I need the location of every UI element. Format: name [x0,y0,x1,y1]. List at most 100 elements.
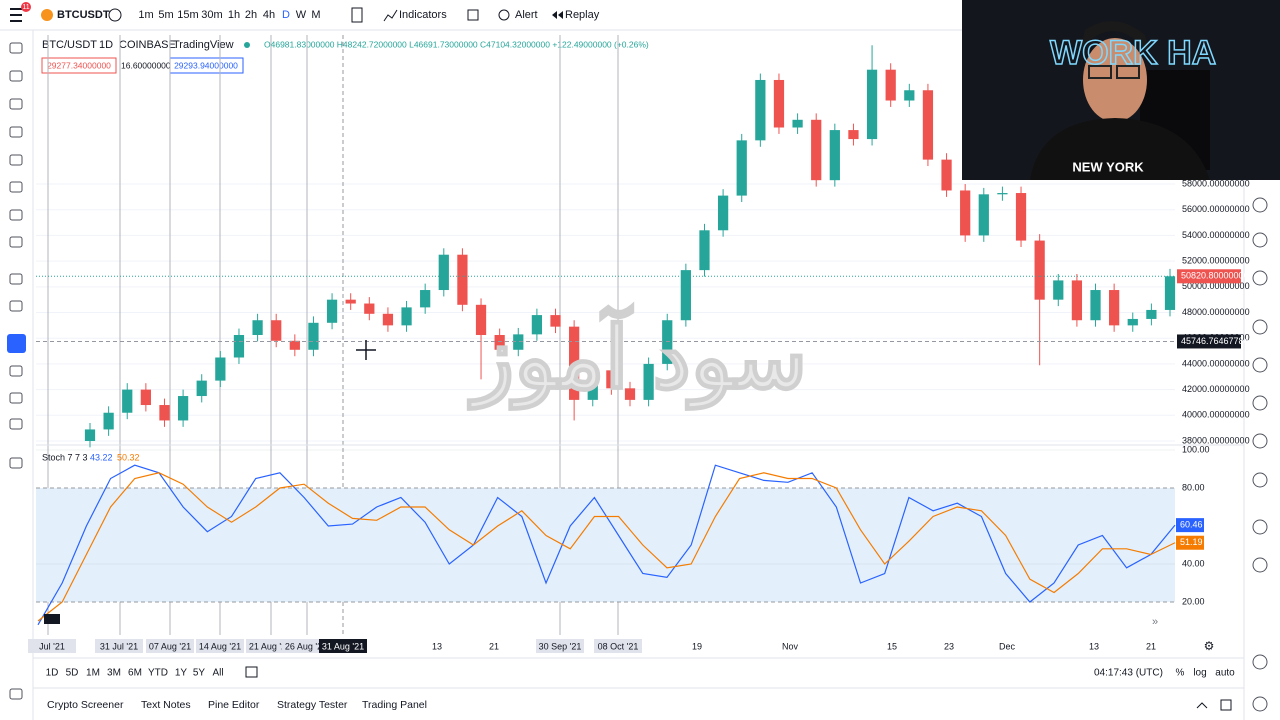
interval-button[interactable]: 30m [201,9,222,21]
range-button[interactable]: YTD [148,668,168,679]
candle-body [680,270,691,321]
drawing-tool[interactable] [9,42,23,54]
sidebar-button[interactable] [1252,395,1268,411]
candle-body [103,412,114,430]
candle-body [401,307,412,326]
range-button[interactable]: 6M [128,668,142,679]
time-label: 31 Aug '21 [322,641,364,651]
candle-body [885,69,896,101]
candle-body [550,315,561,327]
drawing-tool[interactable] [9,70,23,82]
candle-body [159,405,170,421]
sidebar-button[interactable] [1252,557,1268,573]
sidebar-button[interactable] [1252,319,1268,335]
settings-gear[interactable]: ⚙ [1204,639,1215,653]
candle-body [624,388,636,400]
candle-body [922,90,934,160]
alert-button[interactable]: Alert [515,9,538,21]
drawing-tool[interactable] [9,181,23,193]
drawing-tool[interactable] [9,365,23,377]
candle-body [252,320,263,336]
drawing-tool[interactable] [9,236,23,248]
sidebar-button[interactable] [1252,472,1268,488]
scale-mode[interactable]: auto [1215,668,1235,679]
templates-button[interactable] [467,9,479,21]
chart-type-button[interactable] [351,7,363,23]
drawing-tool[interactable] [9,457,23,469]
badge [21,2,31,12]
interval: 1D [99,39,113,51]
collapse-button[interactable] [1196,702,1208,709]
interval-button[interactable]: D [282,9,290,21]
candle-body [904,90,915,101]
sell-price[interactable]: 29277.34000000 [47,60,111,70]
drawing-tool[interactable] [9,418,23,430]
compare-button[interactable] [108,8,122,22]
range-button[interactable]: 3M [107,668,121,679]
price-tick-label: 50000.00000000 [1182,281,1250,291]
stoch-readout: 50.32 [117,452,140,462]
tv-logo [44,614,60,624]
sidebar-button[interactable] [1252,197,1268,213]
scroll-right[interactable]: » [1152,616,1158,628]
interval-button[interactable]: M [311,9,320,21]
indicators-button[interactable]: Indicators [399,9,447,21]
bottom-tab[interactable]: Crypto Screener [47,699,124,711]
range-button[interactable]: 5D [66,668,79,679]
drawing-tool[interactable] [9,209,23,221]
buy-price[interactable]: 29293.94000000 [174,60,238,70]
range-button[interactable]: 1D [46,668,59,679]
sidebar-button[interactable] [1252,270,1268,286]
drawing-tool[interactable] [9,98,23,110]
maximize-button[interactable] [1220,699,1232,711]
sidebar-button[interactable] [1252,232,1268,248]
candle-body [960,190,971,236]
range-button[interactable]: 1Y [175,668,188,679]
sidebar-button[interactable] [1252,519,1268,535]
scale-mode[interactable]: % [1176,668,1185,679]
candle-body [829,130,840,181]
bottom-tab[interactable]: Text Notes [141,699,191,711]
drawing-tool[interactable] [9,688,23,700]
drawing-tool[interactable] [9,392,23,404]
symbol[interactable]: BTCUSDT [57,9,110,21]
interval-button[interactable]: W [296,9,307,21]
candle-body [308,322,319,350]
interval-button[interactable]: 4h [263,9,275,21]
sidebar-button[interactable] [1252,696,1268,712]
time-label: 30 Sep '21 [539,641,582,651]
scale-mode[interactable]: log [1193,668,1206,679]
candle-body [215,357,226,381]
sidebar-button[interactable] [1252,654,1268,670]
price-tick-label: 56000.00000000 [1182,204,1250,214]
sidebar-button[interactable] [1252,433,1268,449]
interval-button[interactable]: 15m [177,9,198,21]
range-button[interactable]: All [212,668,223,679]
time-label-bg [28,639,76,653]
drawing-tool[interactable] [9,273,23,285]
sidebar-button[interactable] [1252,357,1268,373]
bottom-tab[interactable]: Pine Editor [208,699,260,711]
drawing-tool[interactable] [9,126,23,138]
replay-button[interactable]: Replay [565,9,600,21]
interval-button[interactable]: 1m [138,9,153,21]
date-range-button[interactable] [245,666,258,678]
sell-box[interactable] [41,57,117,74]
stoch-tick-label: 20.00 [1182,596,1205,606]
magnet-tool[interactable] [7,334,26,353]
candle-body [662,320,673,364]
interval-button[interactable]: 2h [245,9,257,21]
interval-button[interactable]: 5m [158,9,173,21]
menu-button[interactable] [10,8,22,22]
bottom-tab[interactable]: Trading Panel [362,699,427,711]
clock: 04:17:43 (UTC) [1094,668,1163,679]
range-button[interactable]: 5Y [193,668,206,679]
candle-body [755,79,766,141]
drawing-tool[interactable] [9,154,23,166]
neon-sign: WORK HA [1050,34,1216,72]
interval-button[interactable]: 1h [228,9,240,21]
candle-body [531,315,543,335]
range-button[interactable]: 1M [86,668,100,679]
drawing-tool[interactable] [9,300,23,312]
bottom-tab[interactable]: Strategy Tester [277,699,348,711]
